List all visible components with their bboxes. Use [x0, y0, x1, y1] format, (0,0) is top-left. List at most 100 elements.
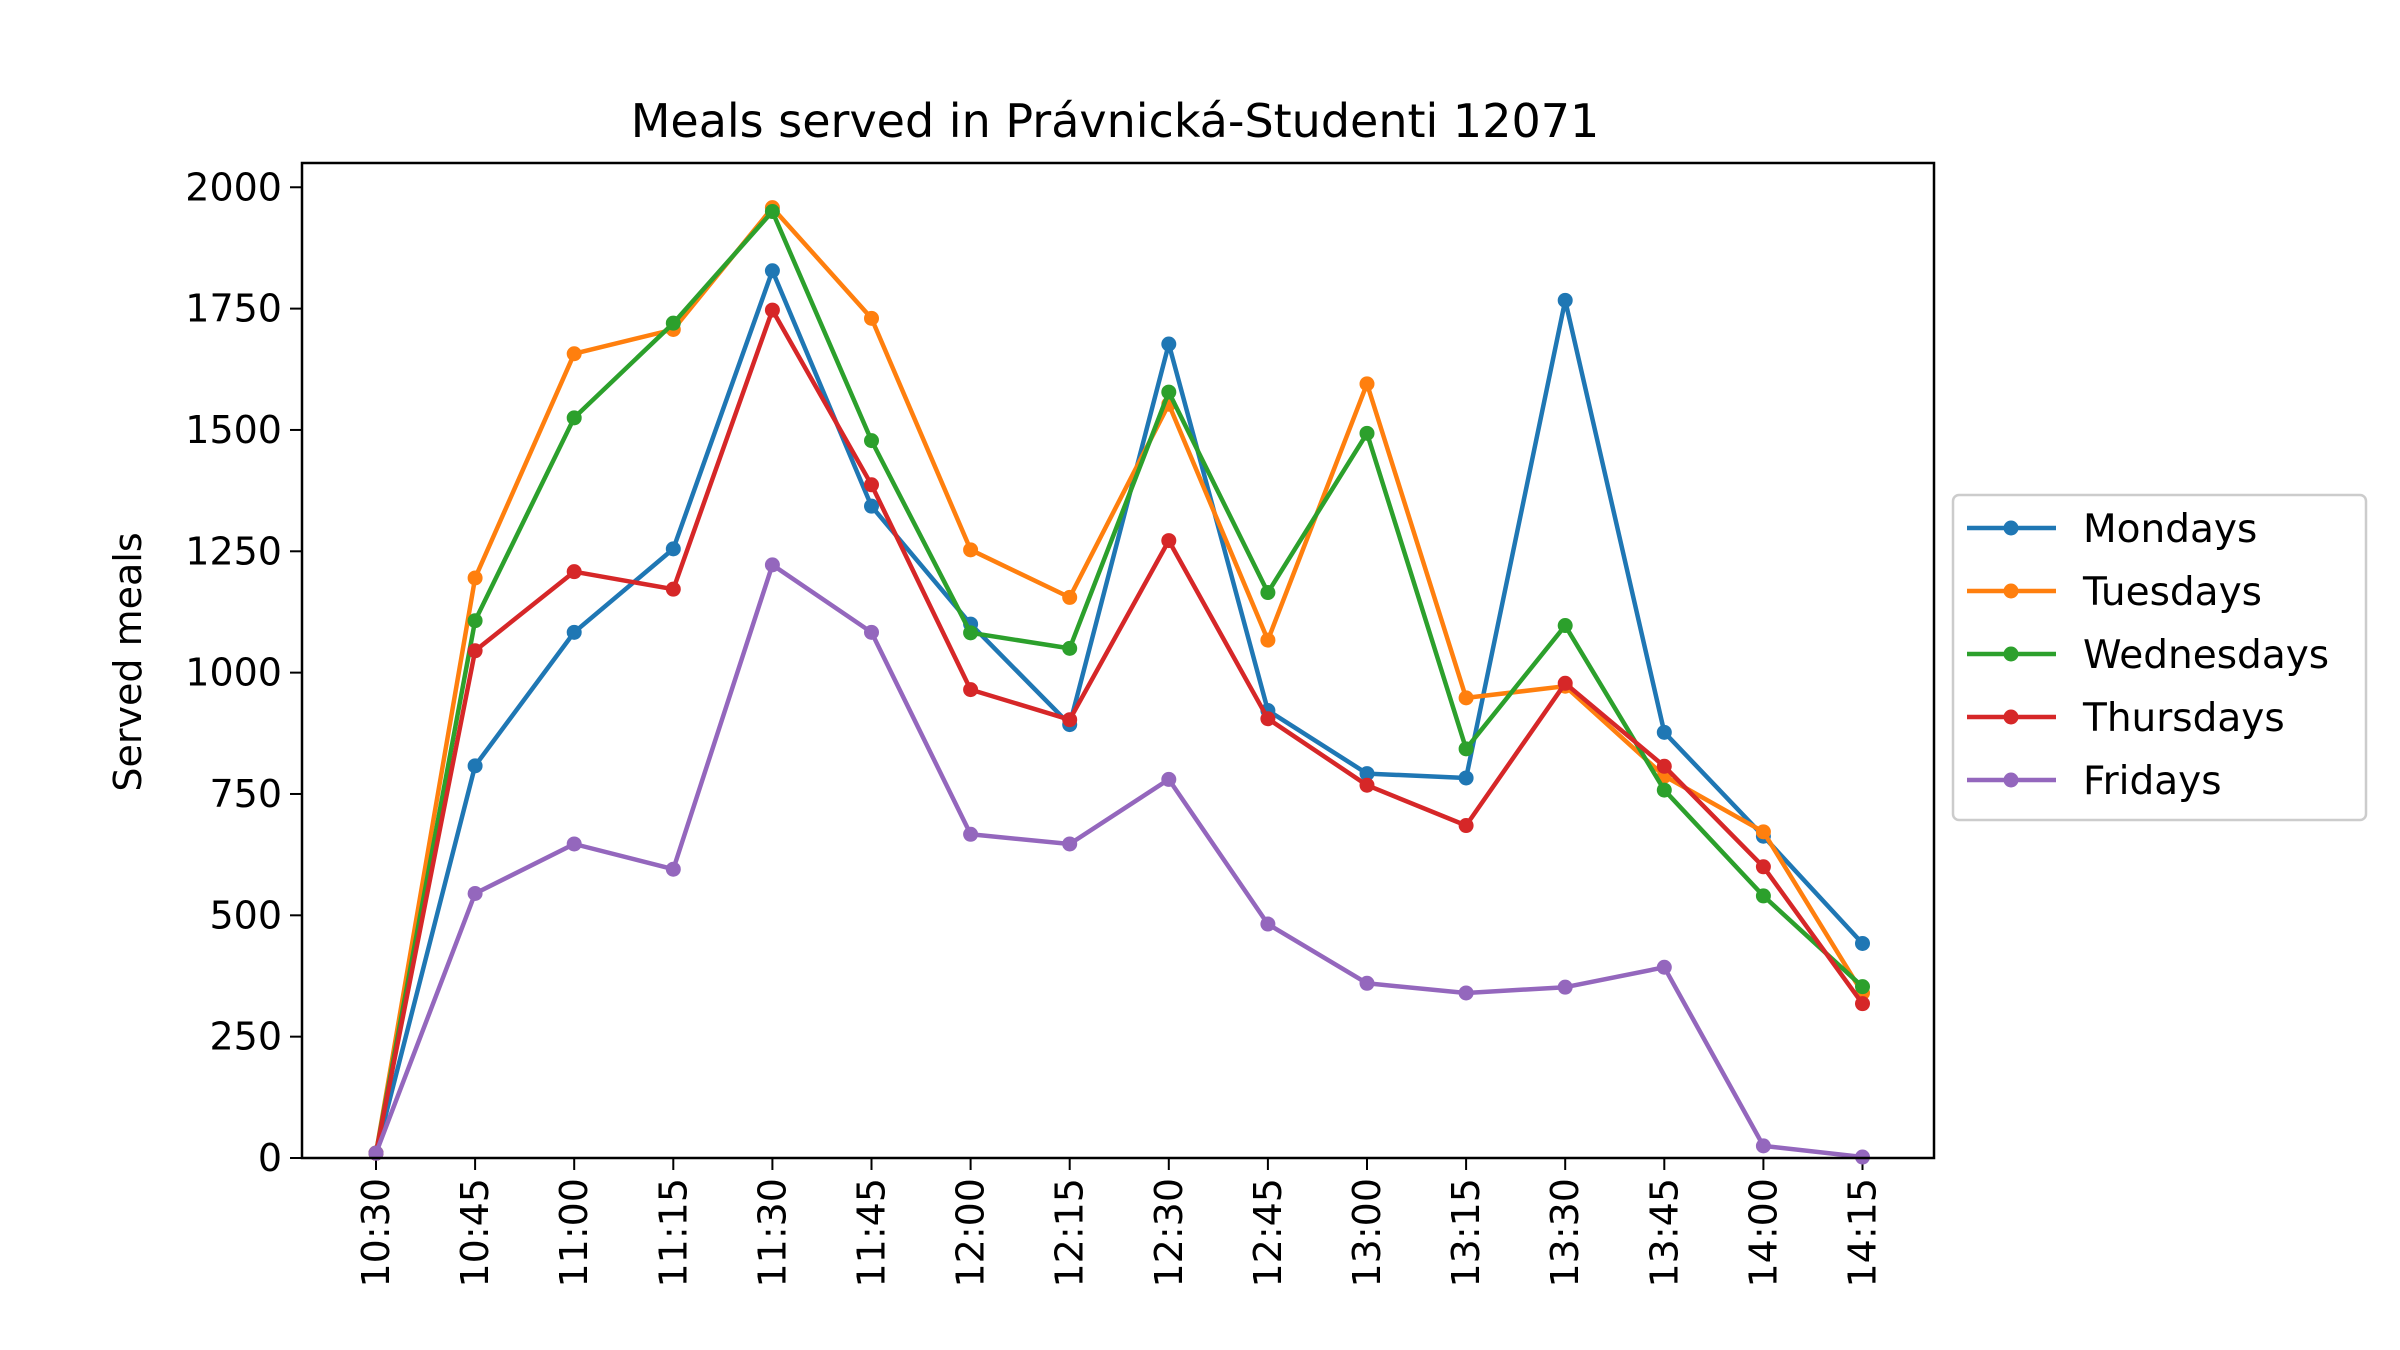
- data-point-thursdays: [1755, 859, 1771, 875]
- x-tick-label: 11:00: [552, 1178, 596, 1288]
- data-point-wednesdays: [1656, 782, 1672, 798]
- data-point-mondays: [1855, 935, 1870, 951]
- data-point-tuesdays: [467, 570, 483, 586]
- data-point-wednesdays: [1062, 640, 1078, 656]
- y-tick-label: 1000: [185, 651, 282, 695]
- data-point-wednesdays: [764, 204, 780, 220]
- data-point-thursdays: [1656, 758, 1672, 774]
- y-tick-label: 0: [258, 1136, 282, 1180]
- series-line-fridays: [373, 562, 1865, 1160]
- x-tick-label: 12:00: [949, 1178, 993, 1288]
- y-tick-label: 750: [209, 772, 282, 816]
- x-tick-label: 12:30: [1147, 1178, 1191, 1288]
- data-point-thursdays: [1855, 996, 1870, 1012]
- data-point-fridays: [665, 861, 681, 877]
- data-point-tuesdays: [1458, 690, 1474, 706]
- data-point-fridays: [764, 557, 780, 573]
- x-tick-label: 11:15: [651, 1178, 695, 1288]
- data-point-fridays: [1458, 985, 1474, 1001]
- data-point-mondays: [1458, 770, 1474, 786]
- legend-label-mondays: Mondays: [2083, 507, 2257, 552]
- data-point-mondays: [1656, 724, 1672, 740]
- x-tick-label: 13:15: [1444, 1178, 1488, 1288]
- x-tick-label: 14:00: [1741, 1178, 1785, 1288]
- data-point-thursdays: [665, 581, 681, 597]
- data-point-mondays: [1359, 766, 1375, 782]
- legend-marker-wednesdays: [2003, 646, 2019, 662]
- data-point-fridays: [1656, 959, 1672, 975]
- data-point-thursdays: [1260, 711, 1276, 727]
- data-point-wednesdays: [1755, 888, 1771, 904]
- x-tick-label: 13:00: [1345, 1178, 1389, 1288]
- data-point-mondays: [566, 624, 582, 640]
- series-line-tuesdays: [373, 205, 1866, 1156]
- data-point-tuesdays: [1260, 632, 1276, 648]
- data-point-fridays: [1161, 771, 1177, 787]
- data-point-fridays: [1062, 836, 1078, 852]
- x-tick-label: 13:30: [1543, 1178, 1587, 1288]
- data-point-tuesdays: [1755, 824, 1771, 840]
- legend-marker-mondays: [2003, 520, 2019, 536]
- data-point-mondays: [764, 263, 780, 279]
- data-point-mondays: [467, 758, 483, 774]
- data-point-mondays: [1161, 336, 1177, 352]
- data-point-wednesdays: [864, 433, 879, 449]
- legend-label-fridays: Fridays: [2083, 759, 2222, 804]
- data-point-fridays: [963, 826, 979, 842]
- data-point-wednesdays: [1557, 618, 1573, 634]
- plot-area: 0 250 500 750 1000 1250 1500 1750 2000 10:30 10:45…: [185, 161, 1936, 1288]
- y-axis-label: Served meals: [106, 532, 150, 791]
- data-point-wednesdays: [665, 315, 681, 331]
- data-point-mondays: [1557, 292, 1573, 308]
- y-tick-label: 1750: [185, 287, 282, 331]
- legend-label-thursdays: Thursdays: [2082, 696, 2285, 741]
- legend-label-tuesdays: Tuesdays: [2082, 570, 2262, 615]
- x-tick-label: 10:30: [354, 1178, 398, 1288]
- legend-marker-tuesdays: [2003, 583, 2019, 599]
- x-tick-label: 14:15: [1841, 1178, 1885, 1288]
- data-point-tuesdays: [566, 346, 582, 362]
- x-tick-label: 12:15: [1048, 1178, 1092, 1288]
- data-point-thursdays: [1161, 533, 1177, 549]
- data-point-thursdays: [764, 302, 780, 318]
- data-point-fridays: [864, 624, 879, 640]
- x-tick-label: 11:45: [850, 1178, 894, 1288]
- y-tick-label: 1250: [185, 529, 282, 573]
- x-tick-label: 13:45: [1642, 1178, 1686, 1288]
- legend: Mondays Tuesdays Wednesdays Thursdays Friday…: [1951, 493, 2368, 822]
- legend-marker-fridays: [2003, 772, 2019, 788]
- y-tick-label: 2000: [185, 165, 282, 209]
- data-point-thursdays: [467, 643, 483, 659]
- data-point-fridays: [1755, 1138, 1771, 1154]
- x-tick-label: 10:45: [453, 1178, 497, 1288]
- legend-marker-thursdays: [2003, 709, 2019, 725]
- data-point-thursdays: [566, 564, 582, 580]
- data-point-wednesdays: [467, 613, 483, 629]
- chart-title: Meals served in Právnická-Studenti 12071: [631, 94, 1600, 148]
- y-tick-label: 250: [209, 1015, 282, 1059]
- legend-box: [1951, 493, 2368, 822]
- data-point-fridays: [1260, 916, 1276, 932]
- data-point-wednesdays: [566, 410, 582, 426]
- data-point-thursdays: [1458, 818, 1474, 834]
- data-point-wednesdays: [1161, 384, 1177, 400]
- x-tick-label: 11:30: [750, 1178, 794, 1288]
- data-point-thursdays: [864, 477, 879, 493]
- data-point-wednesdays: [1359, 425, 1375, 441]
- data-point-wednesdays: [963, 625, 979, 641]
- data-point-wednesdays: [1855, 979, 1870, 995]
- data-point-tuesdays: [963, 542, 979, 558]
- y-tick-label: 1500: [185, 408, 282, 452]
- y-tick-label: 500: [209, 893, 282, 937]
- data-point-fridays: [467, 885, 483, 901]
- series-line-mondays: [373, 268, 1866, 1156]
- data-point-thursdays: [1062, 712, 1078, 728]
- data-point-thursdays: [963, 682, 979, 698]
- data-point-tuesdays: [864, 310, 879, 326]
- data-point-thursdays: [1359, 777, 1375, 793]
- data-point-fridays: [1359, 975, 1375, 991]
- data-point-fridays: [566, 836, 582, 852]
- data-point-tuesdays: [1359, 376, 1375, 392]
- axes-frame: [300, 161, 1936, 1160]
